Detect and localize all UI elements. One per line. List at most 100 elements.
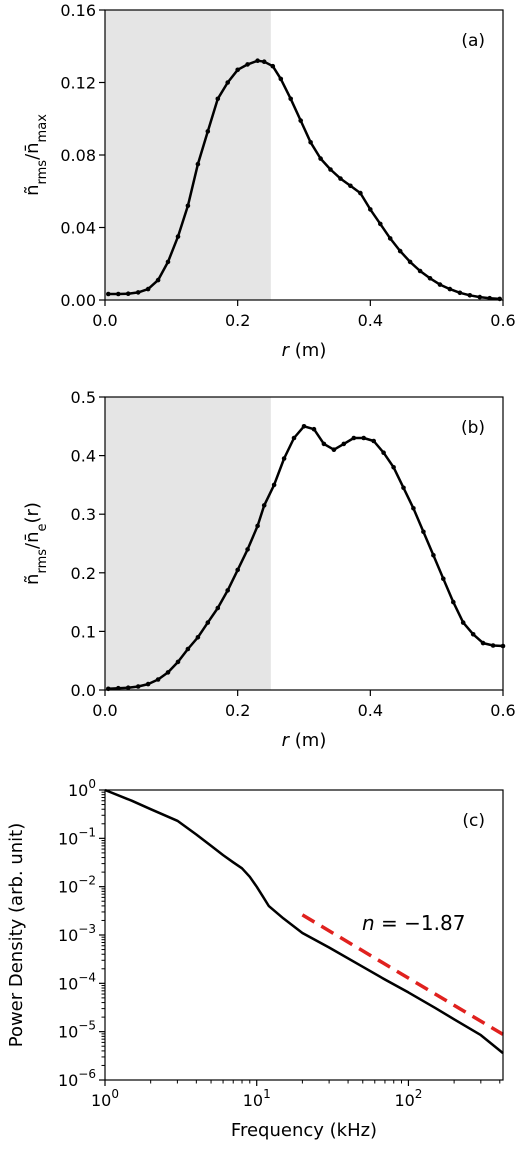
data-point [341,441,347,447]
panel-label: (b) [461,418,485,438]
data-point [125,291,131,297]
data-point [165,259,171,265]
data-point [155,677,161,682]
data-point [291,435,297,441]
data-point [165,670,171,675]
data-point [328,167,333,172]
data-point [215,605,221,611]
data-point [368,207,373,212]
data-point [245,547,250,552]
data-point [381,450,386,456]
y-tick-label: 0.00 [60,291,96,310]
series-line [104,788,504,1055]
y-tick-label: 10−5 [58,1019,96,1042]
data-point [437,282,443,287]
y-tick-label: 0.0 [71,681,96,700]
data-point [338,176,343,181]
data-point [205,129,211,134]
x-tick-label: 0.6 [490,701,515,720]
data-point [308,140,313,145]
x-axis-label: r (m) [282,730,327,751]
y-tick-label: 0.5 [71,388,96,407]
y-axis-label: ñrms/n̄max [22,114,50,196]
data-point [331,447,337,453]
data-point [358,190,363,196]
x-tick-label: 0.0 [92,311,117,330]
data-point [235,567,240,573]
data-point [288,96,294,102]
data-point [457,290,463,296]
data-point [470,632,476,637]
x-tick-label: 0.4 [358,311,383,330]
data-point [427,276,433,281]
shaded-region [105,397,271,690]
y-tick-label: 0.2 [71,564,96,583]
panel-a: 0.0 0.2 0.4 0.6 0.00 0.04 0.08 0.12 0.16 (a) r (m)… [22,1,516,361]
axes-frame [104,396,504,691]
data-point [175,234,181,239]
data-point [135,290,141,295]
y-axis-label: ñrms/n̄e(r) [22,502,50,585]
data-point [387,236,393,241]
data-point [215,96,221,102]
data-point [311,426,317,432]
y-tick-label: 0.04 [60,219,96,238]
y-axis-label: Power Density (arb. unit) [6,823,27,1048]
y-tick-label: 0.3 [71,505,96,524]
x-tick-label: 0.2 [225,701,250,720]
panel-b: 0.0 0.2 0.4 0.6 0.0 0.1 0.2 0.3 0.4 0.5 (b) r (m) ñr… [22,388,516,751]
data-point [490,643,496,648]
data-point [261,503,267,508]
data-point [175,659,181,665]
x-tick-label: 0.0 [92,701,117,720]
data-point [301,424,307,429]
data-point [477,294,483,300]
data-point [185,646,191,652]
fit-line-dashed [301,913,504,1036]
data-point [391,465,396,470]
data-point [106,291,111,297]
data-point [378,221,383,227]
y-tick-label: 0.16 [60,1,96,20]
data-point [255,58,260,63]
data-point [371,438,377,444]
y-tick-label: 0.4 [71,447,96,466]
data-point [467,293,473,298]
data-point [397,248,403,254]
data-point [116,291,121,297]
data-point [361,435,367,441]
data-point [271,482,277,488]
data-point [125,685,131,690]
y-tick-label: 0.08 [60,146,96,165]
data-point [255,523,260,529]
y-tick-label: 10−2 [58,874,96,897]
data-point [298,118,304,123]
x-tick-label: 102 [394,1087,422,1110]
x-tick-label: 0.6 [490,311,515,330]
data-point [351,435,357,441]
x-tick-label: 0.4 [358,701,383,720]
data-point [270,63,276,69]
data-point [278,76,284,82]
panel-label: (c) [462,811,485,831]
data-point [225,588,230,593]
data-point [116,685,121,691]
data-point [135,684,141,689]
x-tick-label: 0.2 [225,311,250,330]
data-point [441,576,446,581]
data-point [407,259,413,265]
data-point [321,441,327,447]
data-point [261,59,267,64]
data-point [318,156,323,161]
y-tick-label: 10−6 [58,1067,96,1090]
panel-c: 100 101 102 10−6 10−5 10−4 10−3 10−2 10−1 100 (c) F… [6,777,504,1141]
data-point [281,456,287,461]
x-axis-label: Frequency (kHz) [231,1120,377,1141]
x-tick-label: 101 [243,1087,271,1110]
data-point [245,62,250,67]
panel-label: (a) [461,31,485,51]
data-point [460,620,466,625]
data-point [195,635,201,640]
x-tick-label: 100 [91,1087,119,1110]
